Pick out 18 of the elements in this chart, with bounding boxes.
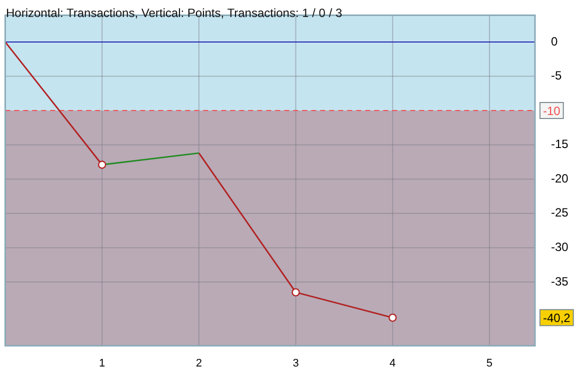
y-tick-label: -5 (551, 68, 562, 83)
y-tick-label: -35 (551, 274, 569, 288)
x-tick-label: 4 (390, 357, 396, 370)
point (388, 314, 397, 322)
text: -40,2 (543, 310, 571, 325)
ref-line-label: -10 (543, 104, 561, 118)
y-tick-label: -15 (551, 137, 569, 152)
y-tick-label: 0 (551, 34, 558, 48)
y-tick-label: -20 (551, 171, 569, 186)
x-tick-label: 5 (486, 357, 493, 370)
x-tick-label: 3 (292, 357, 299, 370)
y-tick-label: -30 (551, 240, 569, 254)
point (98, 160, 106, 169)
chart-title: Horizontal: Transactions, Vertical: Points, Transactions: 1 / 0 / 3 (6, 6, 342, 20)
x-tick-label: 2 (196, 357, 202, 370)
x-tick-label: 1 (98, 357, 106, 370)
y-tick-label: -25 (551, 206, 569, 220)
point (292, 288, 300, 296)
